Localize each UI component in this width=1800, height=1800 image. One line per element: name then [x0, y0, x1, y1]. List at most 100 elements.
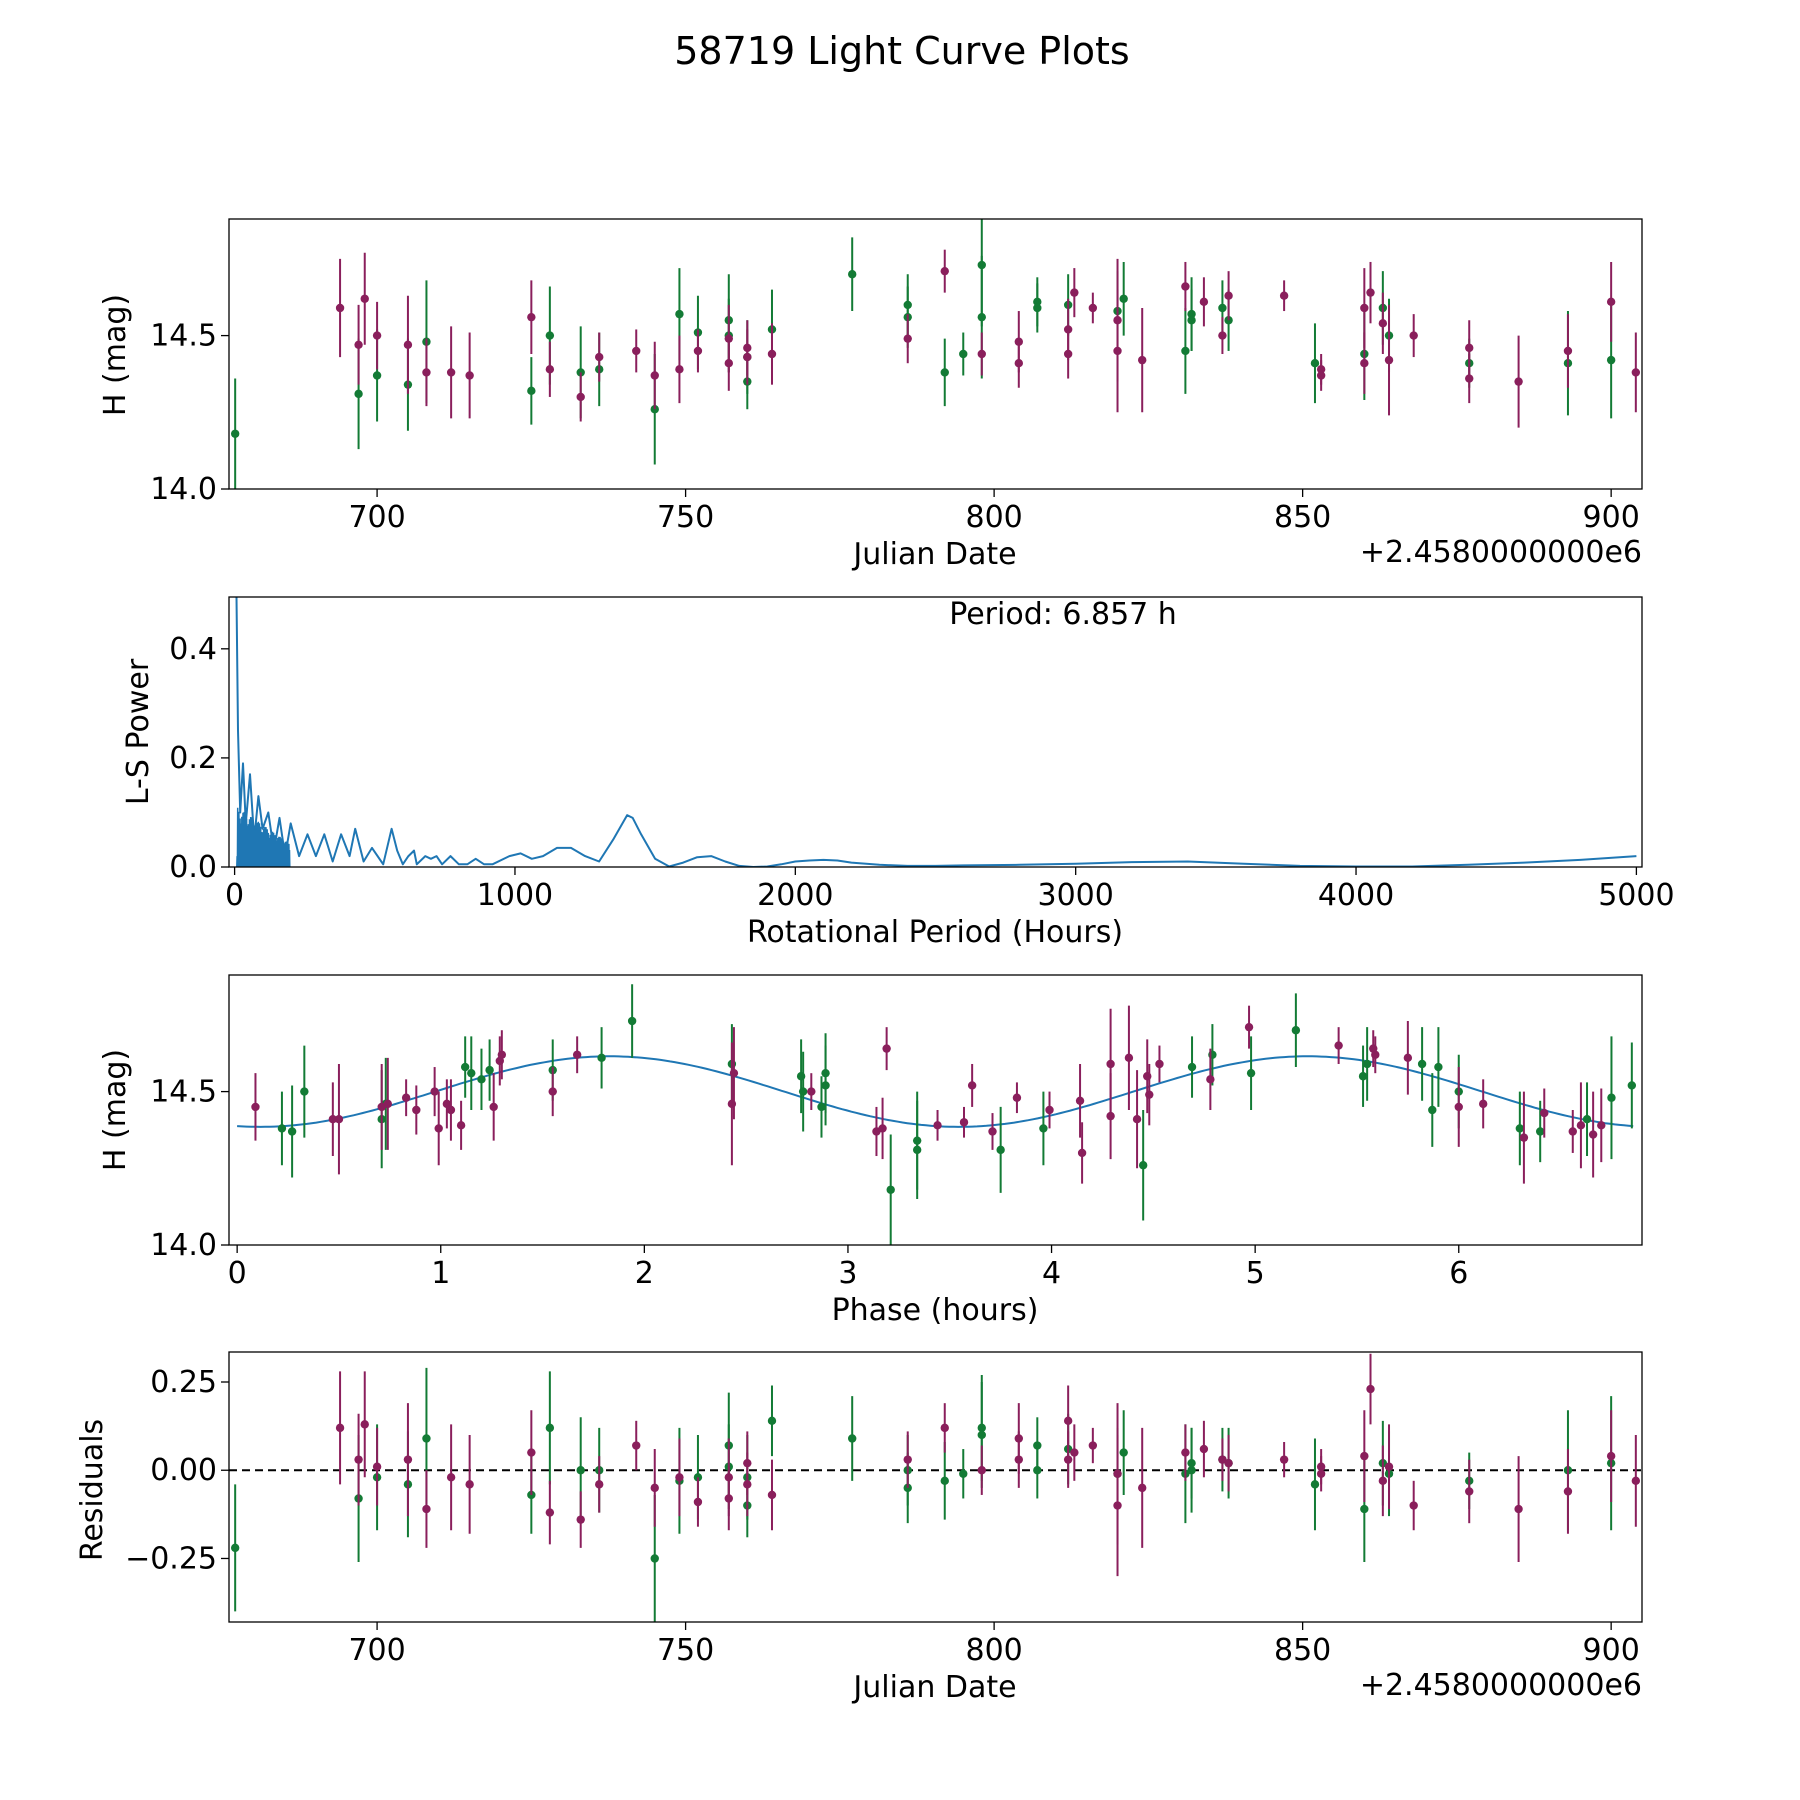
phase-ytick-label: 14.0	[150, 1228, 217, 1263]
resid-purple-point	[1138, 1483, 1147, 1493]
ls-ytick-label: 0.4	[169, 632, 217, 667]
lc-green-point	[545, 331, 555, 340]
phase-green-point	[996, 1145, 1005, 1155]
resid-purple-point	[403, 1455, 413, 1464]
phase-purple-point	[1597, 1121, 1606, 1130]
resid-green-point	[1119, 1448, 1128, 1457]
resid-purple-point	[354, 1455, 363, 1464]
resid-purple-point	[576, 1515, 585, 1524]
phase-green-point	[1607, 1093, 1616, 1102]
lc-xtick-label: 700	[348, 500, 405, 535]
phase-frame	[228, 974, 1643, 1246]
resid-purple-point	[1063, 1455, 1073, 1464]
ls-ytick-label: 0.0	[169, 850, 217, 885]
phase-purple-point	[334, 1115, 344, 1124]
lc-purple-point	[1316, 371, 1326, 380]
phase-purple-point	[446, 1105, 456, 1115]
lc-purple-point	[1514, 377, 1523, 386]
lc-purple-point	[977, 349, 986, 359]
phase-green-point	[277, 1124, 287, 1133]
phase-green-point	[798, 1087, 808, 1096]
resid-green-point	[767, 1416, 777, 1426]
resid-purple-point	[1563, 1487, 1573, 1496]
phase-green-point	[300, 1087, 309, 1096]
lc-purple-point	[632, 346, 641, 356]
phase-purple-point	[1206, 1075, 1215, 1084]
phase-green-point	[477, 1075, 486, 1084]
resid-purple-point	[1199, 1444, 1209, 1454]
phase-green-point	[1535, 1127, 1545, 1136]
lc-purple-point	[1088, 303, 1098, 313]
phase-xtick-label: 5	[1246, 1256, 1265, 1291]
lc-purple-point	[545, 365, 555, 374]
lc-purple-point	[940, 266, 949, 276]
phase-purple-point	[1124, 1053, 1134, 1063]
resid-purple-point	[650, 1483, 659, 1493]
resid-purple-point	[977, 1466, 986, 1475]
lc-green-point	[354, 389, 363, 399]
lc-purple-point	[1563, 346, 1573, 356]
resid-xtick-label: 850	[1274, 1633, 1331, 1668]
resid-purple-point	[675, 1473, 684, 1482]
phase-purple-point	[1540, 1108, 1549, 1118]
phase-purple-point	[882, 1044, 891, 1053]
ls-xtick-label: 5000	[1598, 878, 1674, 913]
phase-purple-point	[1045, 1105, 1054, 1115]
phase-plot-area	[237, 984, 1637, 1245]
lc-purple-point	[675, 365, 684, 374]
phase-purple-point	[1012, 1093, 1022, 1102]
lc-purple-point	[1218, 331, 1227, 340]
resid-green-point	[650, 1554, 659, 1563]
resid-purple-point	[903, 1455, 912, 1464]
phase-green-point	[1187, 1062, 1197, 1072]
lc-purple-point	[1409, 331, 1418, 340]
lc-purple-point	[354, 340, 363, 349]
phase-purple-point	[1519, 1133, 1529, 1142]
resid-purple-point	[335, 1423, 345, 1433]
lc-green-point	[576, 368, 585, 377]
lc-green-point	[940, 368, 949, 377]
resid-green-point	[940, 1476, 949, 1486]
lc-purple-point	[743, 352, 752, 362]
phase-purple-point	[1106, 1111, 1115, 1121]
phase-purple-point	[442, 1099, 452, 1109]
lc-green-point	[527, 386, 536, 396]
lc-ytick-label: 14.5	[150, 319, 217, 354]
resid-green-point	[1310, 1480, 1320, 1489]
phase-green-point	[1138, 1161, 1148, 1170]
ls-xtick-label: 0	[225, 878, 244, 913]
resid-purple-point	[724, 1473, 733, 1482]
residuals-xlabel: Julian Date	[851, 1670, 1016, 1705]
resid-purple-point	[940, 1423, 949, 1433]
resid-purple-point	[1514, 1504, 1523, 1514]
phase-purple-point	[1077, 1148, 1087, 1158]
resid-purple-point	[1014, 1434, 1023, 1443]
ls-series-line	[235, 597, 1637, 867]
lc-green-point	[1033, 303, 1042, 313]
resid-green-point	[848, 1434, 857, 1443]
lc-purple-point	[403, 340, 413, 349]
lc-purple-point	[767, 349, 777, 359]
resid-xtick-label: 900	[1583, 1633, 1640, 1668]
resid-purple-point	[1224, 1458, 1233, 1468]
phase-green-point	[1428, 1105, 1437, 1115]
resid-green-point	[959, 1469, 968, 1478]
lc-xtick-label: 900	[1583, 500, 1640, 535]
resid-xtick-label: 750	[657, 1633, 714, 1668]
resid-purple-point	[1279, 1455, 1289, 1464]
phase-green-point	[460, 1062, 470, 1072]
phase-purple-point	[251, 1102, 260, 1112]
ls-ytick-label: 0.2	[169, 741, 217, 776]
resid-purple-point	[632, 1441, 641, 1450]
phase-purple-point	[548, 1087, 557, 1096]
phase-green-point	[627, 1016, 637, 1026]
phase-purple-point	[878, 1124, 887, 1133]
resid-purple-point	[1631, 1476, 1641, 1486]
phase-xtick-label: 4	[1042, 1256, 1061, 1291]
phase-purple-point	[1106, 1059, 1115, 1069]
resid-ytick-label: −0.25	[125, 1541, 217, 1576]
phase-xtick-label: 3	[838, 1256, 857, 1291]
resid-purple-point	[545, 1508, 555, 1517]
figure-title: 58719 Light Curve Plots	[674, 29, 1129, 73]
